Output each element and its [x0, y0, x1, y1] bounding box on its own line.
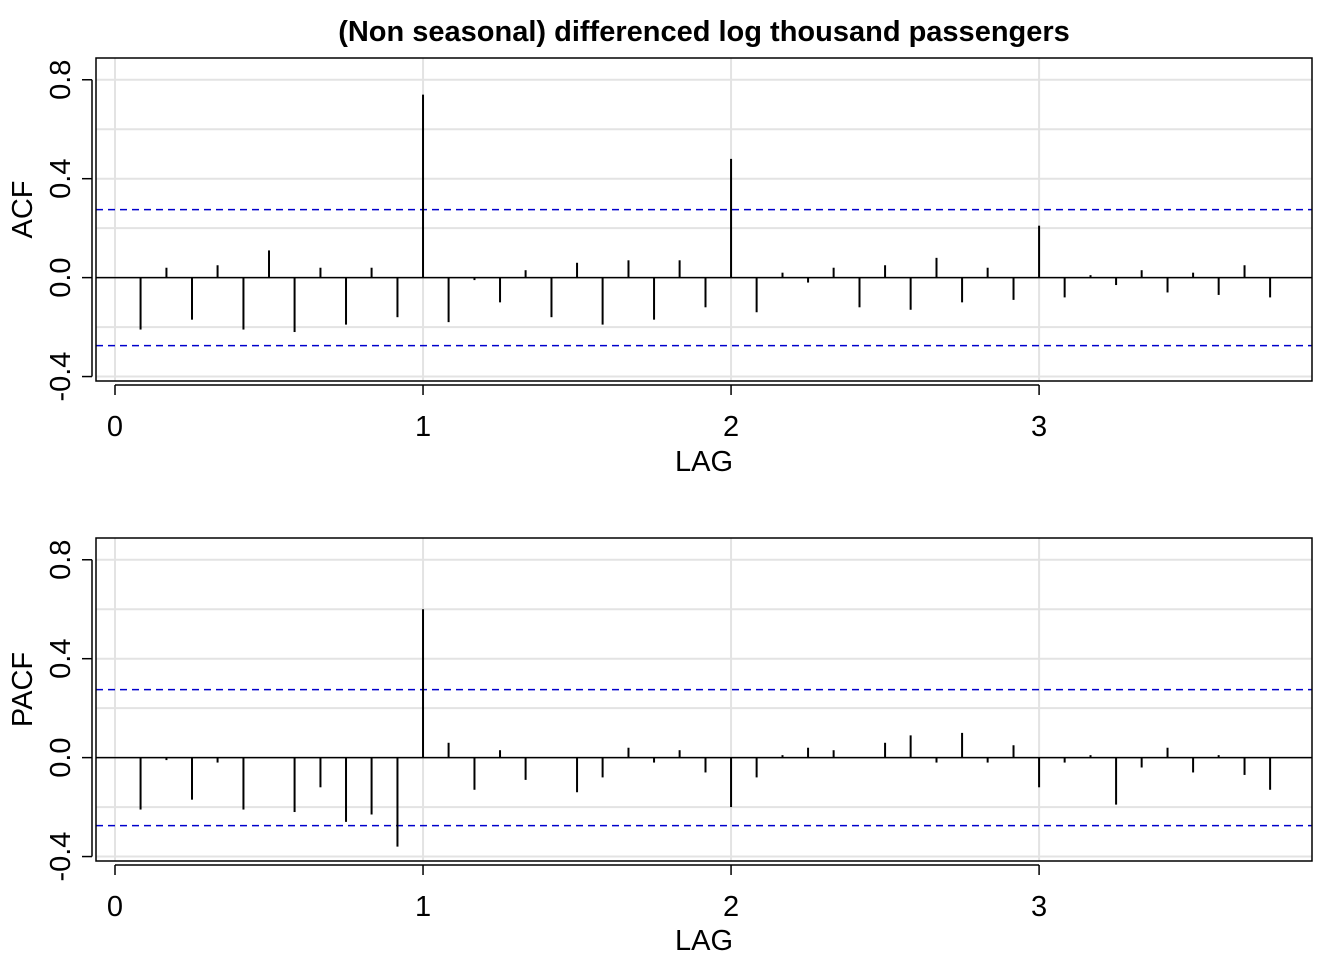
- acf-y-tick-label: -0.4: [45, 352, 77, 402]
- pacf-grid: [96, 538, 1312, 861]
- acf-y-tick-label: 0.4: [45, 159, 77, 199]
- pacf-panel: 0 1 2 3 LAG -0.4 0.0 0.4 0.8 PACF: [7, 537, 1313, 957]
- pacf-y-tick-label: 0.0: [45, 737, 77, 777]
- pacf-y-axis: -0.4 0.0 0.4 0.8: [45, 540, 93, 882]
- pacf-x-axis-label: LAG: [675, 925, 733, 957]
- pacf-x-axis: 0 1 2 3: [107, 864, 1047, 923]
- pacf-y-tick-label: 0.8: [45, 540, 77, 580]
- pacf-x-tick-label: 2: [723, 891, 739, 923]
- acf-x-tick-label: 2: [723, 411, 739, 443]
- acf-x-axis: 0 1 2 3: [107, 384, 1047, 443]
- acf-y-axis: -0.4 0.0 0.4 0.8: [45, 60, 93, 402]
- acf-plot-frame: [95, 57, 1313, 382]
- pacf-y-tick-label: 0.4: [45, 639, 77, 679]
- acf-panel: 0 1 2 3 LAG -0.4 0.0 0.4 0.8 ACF: [7, 57, 1313, 478]
- pacf-y-axis-label: PACF: [7, 652, 39, 727]
- acf-spikes: [139, 94, 1272, 333]
- pacf-y-tick-label: -0.4: [45, 832, 77, 882]
- chart-title: (Non seasonal) differenced log thousand …: [338, 16, 1070, 48]
- pacf-plot-frame: [95, 537, 1313, 862]
- pacf-spikes: [139, 609, 1272, 847]
- acf-x-tick-label: 3: [1031, 411, 1047, 443]
- acf-y-axis-label: ACF: [7, 181, 39, 239]
- acf-x-tick-label: 1: [415, 411, 431, 443]
- acf-y-tick-label: 0.0: [45, 257, 77, 297]
- pacf-x-tick-label: 3: [1031, 891, 1047, 923]
- acf-x-tick-label: 0: [107, 411, 123, 443]
- pacf-x-tick-label: 0: [107, 891, 123, 923]
- acf-grid: [96, 58, 1312, 381]
- acf-y-tick-label: 0.8: [45, 60, 77, 100]
- acf-x-axis-label: LAG: [675, 446, 733, 478]
- pacf-x-tick-label: 1: [415, 891, 431, 923]
